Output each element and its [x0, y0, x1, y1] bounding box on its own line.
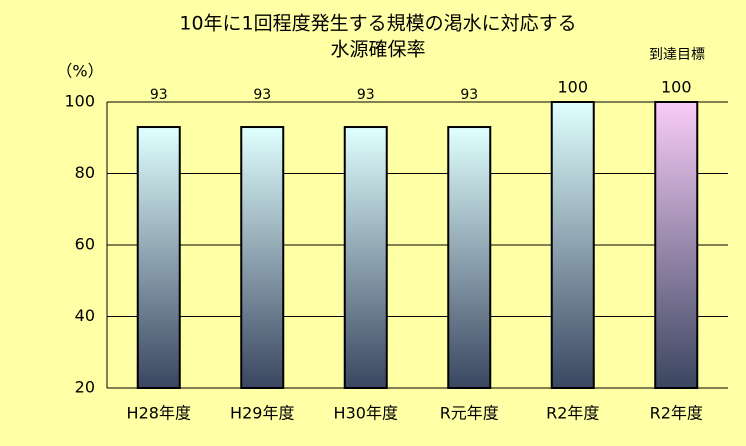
y-tick-label: 40: [75, 306, 95, 325]
y-tick-label: 60: [75, 235, 95, 254]
y-tick-label: 20: [75, 378, 95, 397]
x-tick-label: R2年度: [546, 404, 599, 423]
bar: [654, 101, 699, 389]
value-label: 100: [661, 78, 692, 97]
x-tick-label: H29年度: [230, 404, 294, 423]
x-tick-label: H28年度: [127, 404, 191, 423]
y-tick-label: 80: [75, 163, 95, 182]
y-axis-label: （%）: [56, 62, 103, 81]
bar: [240, 126, 285, 390]
value-label: 93: [357, 87, 375, 103]
y-tick-label: 100: [64, 92, 95, 111]
value-label: 100: [557, 78, 588, 97]
bar: [343, 126, 388, 390]
value-label: 93: [150, 87, 168, 103]
bar: [550, 101, 595, 389]
chart-title: 10年に1回程度発生する規模の渇水に対応する: [179, 13, 576, 35]
annotation: 到達目標: [649, 47, 705, 63]
value-label: 93: [253, 87, 271, 103]
x-tick-label: R元年度: [440, 404, 499, 423]
bar: [447, 126, 492, 390]
chart-title: 水源確保率: [330, 39, 425, 61]
bar: [136, 126, 181, 390]
x-tick-label: H30年度: [334, 404, 398, 423]
x-tick-label: R2年度: [650, 404, 703, 423]
value-label: 93: [460, 87, 478, 103]
